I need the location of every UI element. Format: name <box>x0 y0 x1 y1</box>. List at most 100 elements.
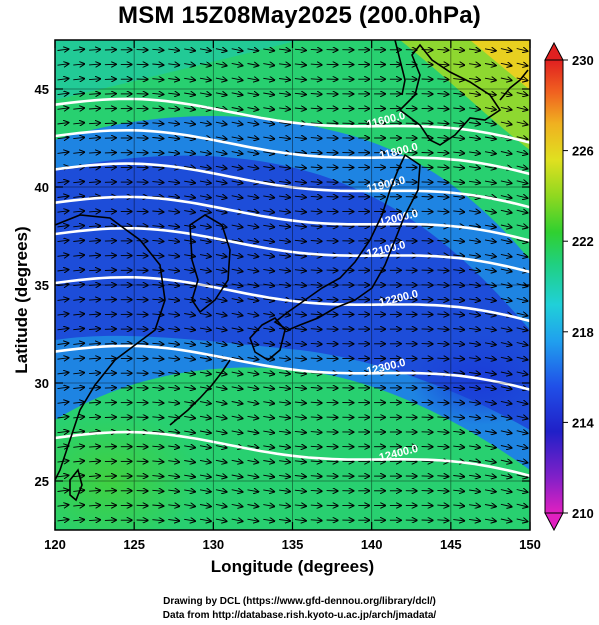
wind-vector <box>484 358 496 360</box>
wind-vector <box>279 446 290 447</box>
wind-vector <box>263 416 274 418</box>
wind-vector <box>57 373 69 374</box>
wind-vector <box>453 446 464 447</box>
wind-vector <box>247 475 259 477</box>
wind-vector <box>247 416 259 418</box>
wind-vector <box>294 49 306 50</box>
wind-vector <box>500 343 512 345</box>
wind-vector <box>453 152 464 153</box>
wind-vector <box>73 299 84 300</box>
wind-vector <box>484 416 496 418</box>
wind-vector <box>199 431 211 433</box>
wind-vector <box>168 64 179 65</box>
wind-vector <box>247 93 259 95</box>
wind-vector <box>453 270 464 271</box>
wind-vector <box>184 108 195 110</box>
wind-vector <box>263 225 274 227</box>
wind-vector <box>279 387 290 388</box>
wind-vector <box>500 269 512 271</box>
wind-vector <box>89 241 100 242</box>
wind-vector <box>57 431 69 432</box>
coastline-china <box>55 214 166 481</box>
wind-vector <box>310 402 322 403</box>
wind-vector <box>453 108 464 109</box>
wind-vector <box>73 79 84 80</box>
wind-vector <box>484 49 496 51</box>
wind-vector <box>263 78 274 80</box>
wind-vector <box>73 93 84 94</box>
wind-vector <box>310 505 322 506</box>
chart-title: MSM 15Z08May2025 (200.0hPa) <box>118 2 481 29</box>
wind-vector <box>199 225 211 227</box>
wind-vector <box>215 504 227 506</box>
wind-vector <box>294 431 306 432</box>
wind-vector <box>500 401 512 403</box>
x-tick-label: 145 <box>440 537 462 552</box>
wind-vector <box>168 417 179 418</box>
wind-vector <box>516 416 528 419</box>
wind-vector <box>184 78 195 80</box>
wind-vector <box>516 313 528 316</box>
y-axis-label: Latitude (degrees) <box>12 226 31 374</box>
colorbar-tick-label: 222 <box>572 234 594 249</box>
wind-vector <box>469 255 480 257</box>
wind-vector <box>263 64 274 66</box>
wind-vector <box>168 343 179 344</box>
wind-vector <box>469 328 480 330</box>
wind-vector <box>516 181 528 184</box>
wind-vector <box>199 402 211 404</box>
wind-vector <box>168 328 179 329</box>
wind-vector <box>437 388 448 389</box>
wind-vector <box>184 167 195 169</box>
wind-vector <box>89 211 100 212</box>
wind-vector <box>453 490 464 491</box>
wind-vector <box>199 64 211 66</box>
wind-vector <box>263 461 274 463</box>
wind-vector <box>247 490 259 492</box>
wind-vector <box>453 167 464 168</box>
wind-vector <box>247 196 259 198</box>
wind-vector <box>310 373 322 374</box>
wind-vector <box>310 123 322 124</box>
wind-vector <box>469 78 480 80</box>
x-axis-label: Longitude (degrees) <box>210 557 375 576</box>
wind-vector <box>294 490 306 491</box>
wind-vector <box>247 108 259 110</box>
wind-vector <box>73 505 84 506</box>
wind-vector <box>263 93 274 95</box>
wind-vector <box>89 461 100 462</box>
wind-vector <box>184 372 195 374</box>
wind-vector <box>500 431 512 433</box>
wind-vector <box>263 108 274 110</box>
wind-vector <box>469 446 480 448</box>
wind-vector <box>199 446 211 448</box>
wind-vector <box>168 358 179 359</box>
wind-vector <box>215 49 227 51</box>
wind-vector <box>89 255 100 256</box>
wind-vector <box>453 123 464 124</box>
wind-vector <box>516 210 528 213</box>
wind-vector <box>152 373 163 374</box>
wind-vector <box>516 328 528 331</box>
wind-vector <box>453 329 464 330</box>
wind-vector <box>73 490 84 491</box>
wind-vector <box>247 137 259 139</box>
wind-vector <box>199 490 211 492</box>
wind-vector <box>310 520 322 521</box>
wind-vector <box>484 490 496 492</box>
wind-vector <box>152 299 163 300</box>
wind-vector <box>263 255 274 257</box>
wind-vector <box>73 461 84 462</box>
wind-vector <box>152 461 163 462</box>
wind-vector <box>247 519 259 521</box>
wind-vector <box>57 402 69 403</box>
wind-vector <box>89 182 100 183</box>
wind-vector <box>484 402 496 404</box>
wind-vector <box>516 490 528 493</box>
wind-vector <box>310 49 322 50</box>
warm-area-southwest <box>55 410 200 530</box>
wind-vector <box>294 64 306 65</box>
wind-vector <box>168 93 179 94</box>
wind-vector <box>279 461 290 462</box>
wind-vector <box>310 196 322 197</box>
